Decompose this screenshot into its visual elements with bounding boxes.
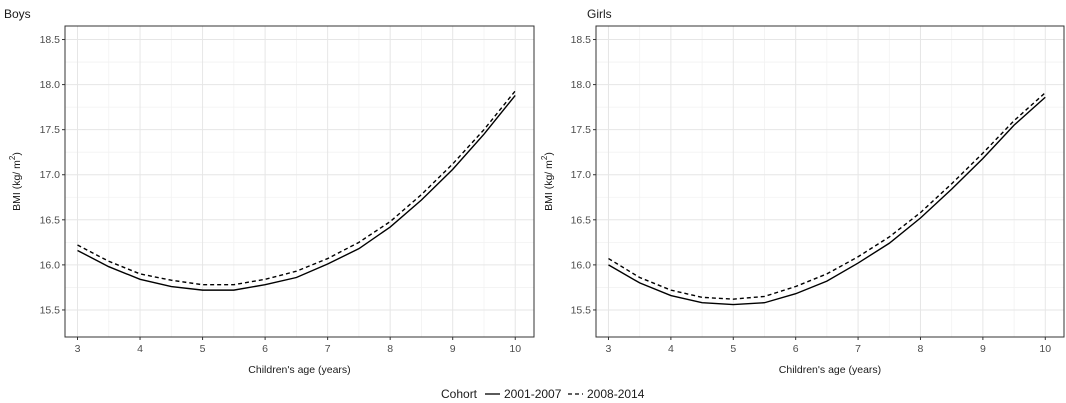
y-tick-label: 16.0 xyxy=(40,259,61,271)
y-tick-label: 18.5 xyxy=(571,34,592,46)
panel-title: Girls xyxy=(587,7,612,21)
series-line-2008-2014 xyxy=(608,92,1046,300)
legend-title: Cohort xyxy=(441,387,478,401)
x-tick-label: 4 xyxy=(668,343,674,355)
legend-label-2008-2014: 2008-2014 xyxy=(587,387,645,401)
boys-panel: 3 4 5 6 7 8 9 10 15.5 16.0 16.5 17.0 17.5 18.0 18.5 Boy… xyxy=(4,7,535,376)
x-tick-label: 7 xyxy=(855,343,861,355)
plot-area xyxy=(65,26,534,337)
panel-border xyxy=(64,25,535,338)
y-tick-label: 18.0 xyxy=(571,79,592,91)
y-tick-label: 15.5 xyxy=(40,304,61,316)
x-tick-label: 6 xyxy=(793,343,799,355)
y-tick-label: 15.5 xyxy=(571,304,592,316)
x-tick-label: 7 xyxy=(325,343,331,355)
y-tick-label: 17.0 xyxy=(40,169,61,181)
x-tick-label: 10 xyxy=(1039,343,1051,355)
panel-border xyxy=(595,25,1065,338)
x-tick-label: 9 xyxy=(980,343,986,355)
x-tick-label: 5 xyxy=(200,343,206,355)
y-axis-title: BMI (kg/ m2) xyxy=(8,152,23,211)
x-tick-label: 3 xyxy=(606,343,612,355)
x-tick-label: 4 xyxy=(137,343,143,355)
x-tick-label: 10 xyxy=(509,343,521,355)
series-line-2008-2014 xyxy=(77,90,516,286)
legend-label-2001-2007: 2001-2007 xyxy=(504,387,562,401)
y-tick-label: 16.5 xyxy=(571,214,592,226)
x-tick-label: 6 xyxy=(262,343,268,355)
series-line-2001-2007 xyxy=(608,96,1046,306)
girls-panel: 3 4 5 6 7 8 9 10 15.5 16.0 16.5 17.0 17.5 18.0 18.5 Gir… xyxy=(540,7,1065,376)
x-axis-title: Children's age (years) xyxy=(248,364,350,376)
y-tick-label: 18.5 xyxy=(40,34,61,46)
x-tick-label: 8 xyxy=(387,343,393,355)
x-tick-label: 3 xyxy=(75,343,81,355)
y-tick-label: 17.0 xyxy=(571,169,592,181)
y-tick-label: 16.5 xyxy=(40,214,61,226)
plot-area xyxy=(596,26,1064,337)
series-line-2001-2007 xyxy=(77,94,516,291)
y-tick-label: 17.5 xyxy=(571,124,592,136)
y-tick-label: 17.5 xyxy=(40,124,61,136)
x-axis-title: Children's age (years) xyxy=(779,364,881,376)
x-tick-label: 9 xyxy=(450,343,456,355)
y-axis-title: BMI (kg/ m2) xyxy=(540,152,555,211)
legend: Cohort 2001-2007 2008-2014 xyxy=(441,387,645,401)
panel-title: Boys xyxy=(4,7,31,21)
y-tick-label: 18.0 xyxy=(40,79,61,91)
x-tick-label: 5 xyxy=(730,343,736,355)
x-tick-label: 8 xyxy=(918,343,924,355)
y-tick-label: 16.0 xyxy=(571,259,592,271)
